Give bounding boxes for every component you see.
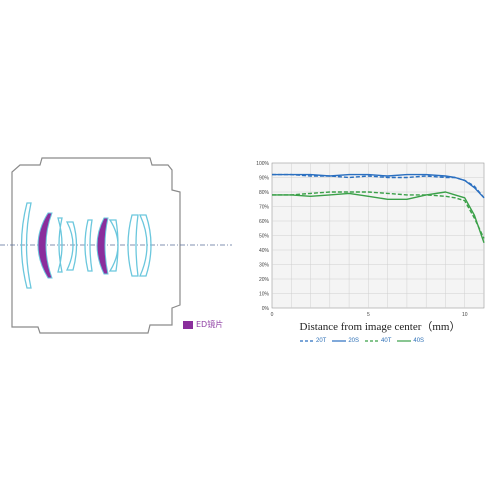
series-line-20S — [272, 173, 485, 199]
x-tick-label: 0 — [271, 312, 274, 318]
legend-label-20S: 20S — [348, 338, 360, 344]
ed-lens-element-1 — [37, 212, 53, 279]
y-tick-labels: 0% 10% 20% 30% 40% 50% 60% 70% 80% 90% 100% — [256, 161, 269, 312]
y-tick-label: 10% — [259, 292, 270, 298]
y-tick-label: 70% — [259, 205, 270, 211]
x-tick-label: 5 — [367, 312, 370, 318]
lens-element-3 — [57, 217, 63, 273]
ed-element-legend: ED镜片 — [183, 319, 223, 330]
lens-element-4 — [65, 221, 78, 271]
lens-element-9 — [138, 214, 152, 277]
mtf-series-lines — [272, 173, 485, 244]
lens-element-8 — [127, 214, 139, 277]
y-tick-label: 60% — [259, 219, 270, 225]
ed-legend-label: ED镜片 — [196, 320, 224, 329]
legend-label-40T: 40T — [381, 338, 392, 344]
series-line-40S — [272, 191, 485, 244]
y-tick-label: 90% — [259, 176, 270, 182]
y-tick-label: 30% — [259, 263, 270, 269]
y-tick-label: 50% — [259, 234, 270, 240]
legend-entry-40S: 40S — [397, 338, 424, 344]
legend-label-20T: 20T — [316, 338, 327, 344]
x-axis-label: Distance from image center（mm） — [299, 321, 461, 333]
y-tick-label: 20% — [259, 277, 270, 283]
ed-legend-swatch — [183, 320, 193, 329]
y-tick-label: 100% — [256, 161, 269, 167]
legend-entry-40T: 40T — [365, 338, 391, 344]
x-tick-label: 10 — [462, 312, 468, 318]
ed-lens-element-2 — [96, 217, 109, 275]
legend-entry-20S: 20S — [332, 338, 359, 344]
lens-element-5 — [84, 219, 93, 272]
legend-entry-20T: 20T — [300, 338, 326, 344]
lens-element-7 — [108, 219, 119, 272]
lens-barrel-outline — [11, 157, 181, 334]
lens-element-1 — [20, 202, 32, 289]
y-tick-label: 0% — [262, 306, 270, 312]
y-tick-label: 40% — [259, 248, 270, 254]
mtf-legend: 20T 20S 40T 40S — [300, 338, 424, 344]
y-tick-label: 80% — [259, 190, 270, 196]
grid-lines — [272, 163, 484, 308]
legend-label-40S: 40S — [413, 338, 425, 344]
x-tick-labels: 0 5 10 — [271, 312, 468, 318]
